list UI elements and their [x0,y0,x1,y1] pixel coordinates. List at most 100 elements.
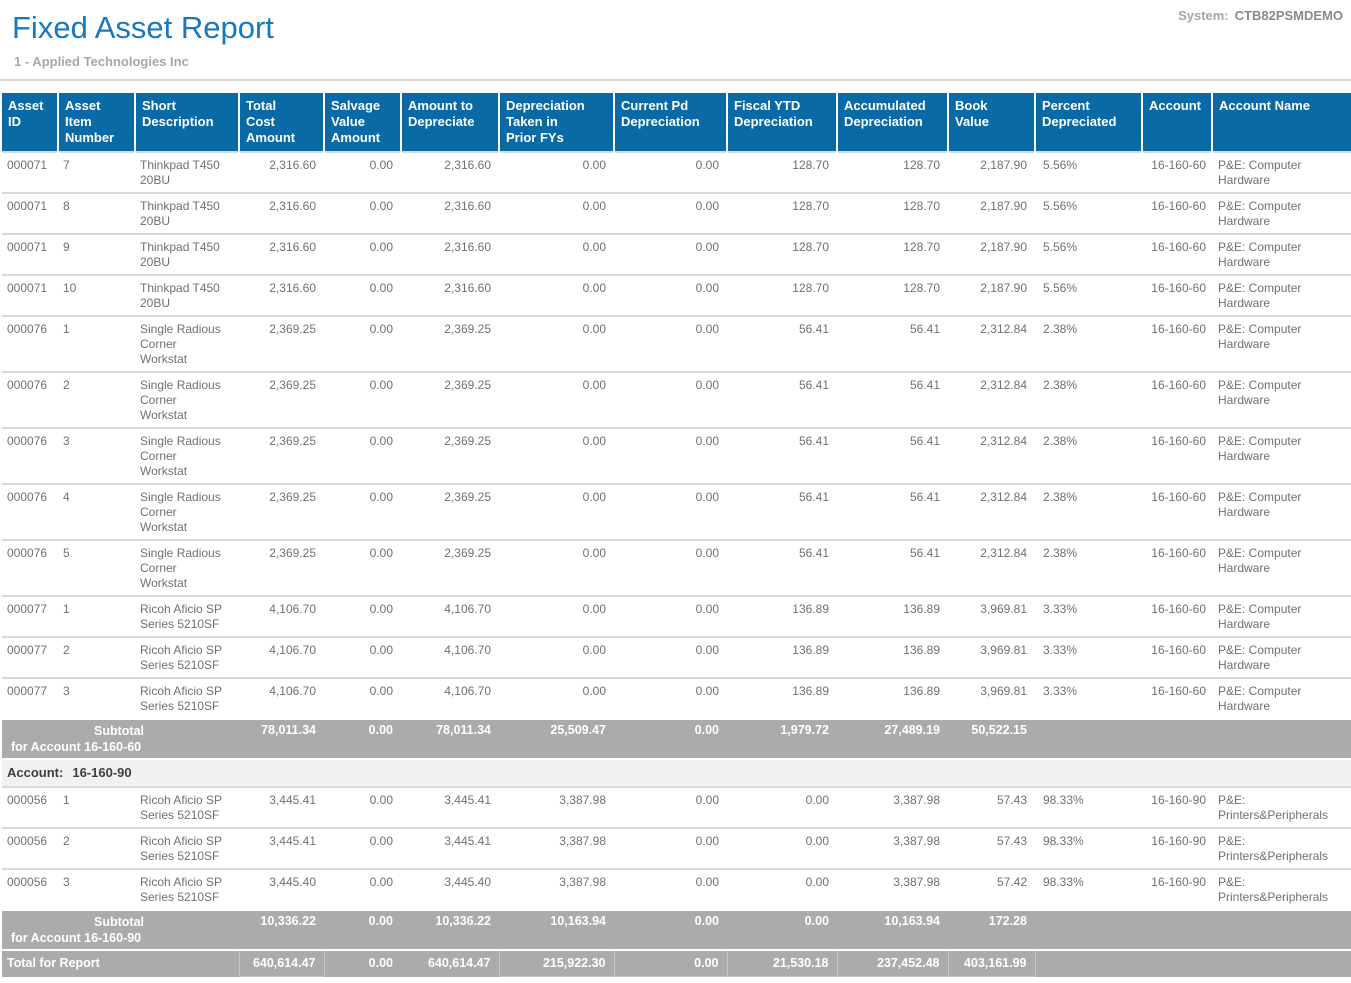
subtotal-row: Subtotal for Account 16-160-60 78,011.34 0.… [2,719,1351,759]
cell-item_number: 3 [63,684,70,698]
cell-book_value: 2,312.84 [980,546,1027,560]
account-section-row: Account: 16-160-90 [2,759,1351,787]
subtotal-dep_prior_fys: 10,163.94 [550,914,606,928]
cell-current_pd: 0.00 [695,684,719,698]
total-salvage_value: 0.00 [368,956,393,970]
page-title: Fixed Asset Report [12,10,274,45]
column-header-item_number: Asset Item Number [58,93,136,152]
cell-short_description: Ricoh Aficio SP Series 5210SF [140,602,223,631]
cell-percent: 2.38% [1043,434,1078,448]
cell-amount_to_depreciate: 2,316.60 [444,240,491,254]
cell-salvage_value: 0.00 [369,281,393,295]
cell-dep_prior_fys: 0.00 [582,322,606,336]
cell-short_description: Single Radious Corner Workstat [140,546,221,590]
system-value: CTB82PSMDEMO [1234,8,1343,23]
cell-short_description: Ricoh Aficio SP Series 5210SF [140,793,223,822]
cell-accumulated: 56.41 [909,490,940,504]
cell-current_pd: 0.00 [695,602,719,616]
cell-dep_prior_fys: 3,387.98 [559,875,606,889]
cell-asset_id: 000056 [7,793,48,807]
cell-amount_to_depreciate: 4,106.70 [444,643,491,657]
cell-salvage_value: 0.00 [369,875,393,889]
cell-short_description: Thinkpad T450 20BU [140,158,220,187]
subtotal-current_pd: 0.00 [694,914,719,928]
asset-row: 000077 2 Ricoh Aficio SP Series 5210SF 4,10… [2,637,1351,678]
subtotal-empty [1035,910,1351,950]
total-current_pd: 0.00 [613,949,728,977]
cell-fiscal_ytd: 136.89 [792,643,829,657]
cell-fiscal_ytd: 56.41 [798,322,829,336]
cell-amount_to_depreciate: 3,445.41 [444,793,491,807]
column-header-asset_id: Asset ID [2,93,59,152]
cell-total_cost: 2,369.25 [269,322,316,336]
table-body: 000071 7 Thinkpad T450 20BU 2,316.60 0.00 2,3… [2,152,1351,977]
account-section-value: 16-160-90 [72,765,132,780]
cell-item_number: 9 [63,240,70,254]
cell-current_pd: 0.00 [695,834,719,848]
cell-salvage_value: 0.00 [369,546,393,560]
cell-asset_id: 000071 [7,199,48,213]
system-label: System: [1178,8,1229,23]
table-header: Asset ID Asset Item Number Short Descripti… [2,93,1351,152]
company-subtitle: 1 - Applied Technologies Inc [14,54,189,69]
cell-salvage_value: 0.00 [369,643,393,657]
cell-current_pd: 0.00 [695,875,719,889]
cell-accumulated: 128.70 [903,240,940,254]
cell-asset_id: 000056 [7,834,48,848]
cell-account: 16-160-60 [1151,199,1206,213]
cell-percent: 5.56% [1043,158,1078,172]
cell-total_cost: 2,316.60 [269,158,316,172]
column-header-percent: Percent Depreciated [1035,93,1143,152]
cell-account_name: P&E: Computer Hardware [1218,281,1302,310]
cell-book_value: 3,969.81 [980,643,1027,657]
cell-current_pd: 0.00 [695,281,719,295]
cell-fiscal_ytd: 0.00 [805,834,829,848]
cell-short_description: Ricoh Aficio SP Series 5210SF [140,875,223,904]
cell-dep_prior_fys: 0.00 [582,281,606,295]
cell-total_cost: 3,445.40 [269,875,316,889]
cell-percent: 3.33% [1043,684,1078,698]
asset-row: 000056 2 Ricoh Aficio SP Series 5210SF 3,44… [2,828,1351,869]
subtotal-book_value: 50,522.15 [971,723,1027,737]
cell-salvage_value: 0.00 [369,434,393,448]
cell-account: 16-160-90 [1151,875,1206,889]
cell-book_value: 2,187.90 [980,240,1027,254]
cell-total_cost: 4,106.70 [269,643,316,657]
cell-item_number: 8 [63,199,70,213]
cell-book_value: 57.42 [996,875,1027,889]
cell-current_pd: 0.00 [695,240,719,254]
total-book_value: 403,161.99 [947,949,1036,977]
cell-asset_id: 000071 [7,240,48,254]
column-header-short_description: Short Description [135,93,240,152]
cell-fiscal_ytd: 128.70 [792,158,829,172]
cell-percent: 3.33% [1043,602,1078,616]
cell-dep_prior_fys: 0.00 [582,158,606,172]
cell-account_name: P&E: Computer Hardware [1218,158,1302,187]
cell-dep_prior_fys: 0.00 [582,434,606,448]
cell-account: 16-160-60 [1151,240,1206,254]
cell-dep_prior_fys: 0.00 [582,490,606,504]
cell-item_number: 1 [63,602,70,616]
cell-account: 16-160-60 [1151,643,1206,657]
total-total_cost: 640,614.47 [238,949,325,977]
cell-account_name: P&E: Computer Hardware [1218,490,1302,519]
cell-item_number: 2 [63,378,70,392]
cell-amount_to_depreciate: 2,369.25 [444,378,491,392]
cell-accumulated: 56.41 [909,322,940,336]
cell-salvage_value: 0.00 [369,602,393,616]
cell-percent: 5.56% [1043,240,1078,254]
cell-fiscal_ytd: 56.41 [798,434,829,448]
cell-asset_id: 000076 [7,434,48,448]
subtotal-fiscal_ytd: 1,979.72 [780,723,829,737]
cell-asset_id: 000076 [7,378,48,392]
cell-account: 16-160-60 [1151,684,1206,698]
cell-amount_to_depreciate: 2,369.25 [444,322,491,336]
cell-fiscal_ytd: 0.00 [805,793,829,807]
cell-book_value: 2,312.84 [980,322,1027,336]
subtotal-dep_prior_fys: 25,509.47 [550,723,606,737]
cell-total_cost: 4,106.70 [269,602,316,616]
cell-asset_id: 000071 [7,158,48,172]
cell-asset_id: 000076 [7,490,48,504]
subtotal-fiscal_ytd: 0.00 [804,914,829,928]
